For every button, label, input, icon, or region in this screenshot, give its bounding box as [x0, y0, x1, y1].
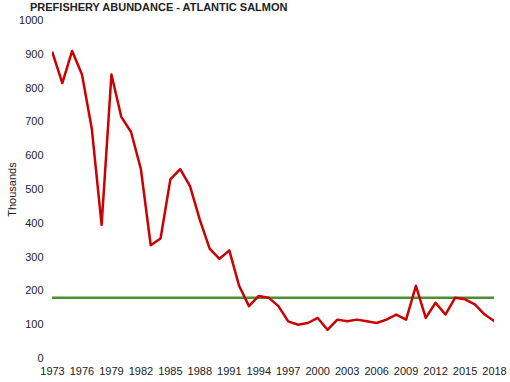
svg-text:400: 400 [25, 217, 43, 229]
svg-text:1994: 1994 [247, 365, 271, 377]
svg-text:2015: 2015 [453, 365, 477, 377]
svg-text:2003: 2003 [335, 365, 359, 377]
svg-text:2012: 2012 [423, 365, 447, 377]
svg-text:1982: 1982 [129, 365, 153, 377]
svg-text:300: 300 [25, 251, 43, 263]
svg-text:600: 600 [25, 149, 43, 161]
svg-text:100: 100 [25, 318, 43, 330]
svg-text:800: 800 [25, 82, 43, 94]
svg-text:900: 900 [25, 48, 43, 60]
svg-text:Thousands: Thousands [6, 162, 18, 217]
svg-text:2009: 2009 [394, 365, 418, 377]
svg-text:1997: 1997 [276, 365, 300, 377]
svg-text:1991: 1991 [217, 365, 241, 377]
svg-text:700: 700 [25, 115, 43, 127]
svg-text:1988: 1988 [188, 365, 212, 377]
svg-text:1000: 1000 [19, 14, 43, 26]
svg-text:0: 0 [37, 352, 43, 364]
svg-text:1973: 1973 [40, 365, 64, 377]
svg-text:2006: 2006 [364, 365, 388, 377]
svg-text:1985: 1985 [158, 365, 182, 377]
svg-text:2000: 2000 [305, 365, 329, 377]
svg-text:500: 500 [25, 183, 43, 195]
svg-text:1979: 1979 [99, 365, 123, 377]
html-text:PREFISHERY ABUNDANCE - ATLANTI: PREFISHERY ABUNDANCE - ATLANTIC SALMON [30, 1, 288, 13]
svg-text:1976: 1976 [70, 365, 94, 377]
svg-text:2018: 2018 [482, 365, 506, 377]
svg-text:200: 200 [25, 284, 43, 296]
